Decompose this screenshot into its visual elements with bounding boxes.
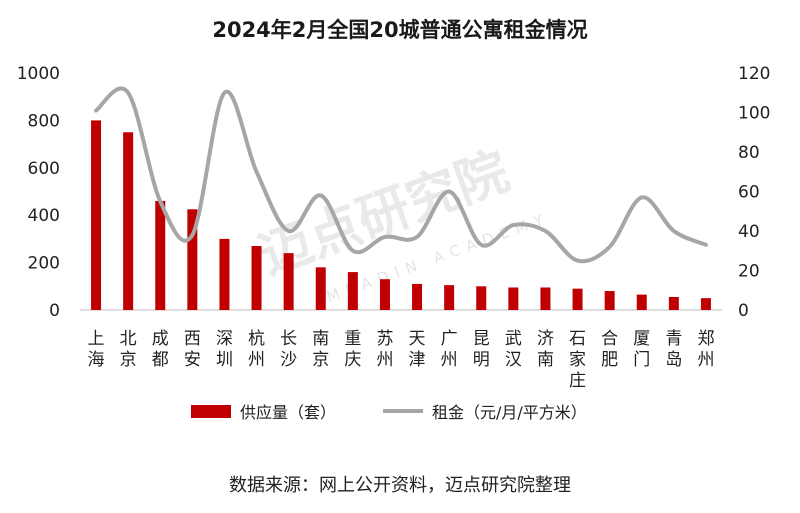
bar-series bbox=[91, 120, 711, 311]
legend-line-label: 租金（元/月/平方米） bbox=[432, 403, 587, 422]
left-tick-label: 200 bbox=[28, 254, 60, 274]
right-tick-label: 80 bbox=[738, 143, 760, 163]
bar-厦门 bbox=[636, 294, 647, 310]
category-label-厦门: 厦门 bbox=[633, 329, 650, 370]
category-label-天津: 天津 bbox=[409, 329, 426, 370]
bar-济南 bbox=[540, 287, 551, 310]
left-axis: 0 200 400 600 800 1000 bbox=[17, 64, 60, 321]
bar-天津 bbox=[412, 283, 423, 310]
category-label-深圳: 深圳 bbox=[216, 329, 233, 370]
category-label-济南: 济南 bbox=[537, 329, 554, 370]
legend-bar-label: 供应量（套） bbox=[240, 403, 336, 422]
right-axis: 0 20 40 60 80 100 120 bbox=[738, 64, 770, 321]
legend-bar-swatch bbox=[191, 405, 231, 418]
left-tick-label: 800 bbox=[28, 111, 60, 131]
bar-杭州 bbox=[251, 246, 262, 310]
category-label-青岛: 青岛 bbox=[665, 329, 682, 370]
bar-石家庄 bbox=[572, 288, 583, 310]
bar-郑州 bbox=[700, 298, 711, 310]
category-label-合肥: 合肥 bbox=[601, 329, 618, 370]
category-label-长沙: 长沙 bbox=[280, 329, 297, 370]
left-tick-label: 400 bbox=[28, 206, 60, 226]
right-tick-label: 100 bbox=[738, 104, 770, 124]
category-label-南京: 南京 bbox=[312, 329, 329, 370]
rent-line bbox=[94, 86, 708, 264]
chart-title: 2024年2月全国20城普通公寓租金情况 bbox=[212, 18, 587, 42]
bar-昆明 bbox=[476, 286, 487, 310]
category-label-杭州: 杭州 bbox=[248, 329, 265, 370]
legend: 供应量（套） 租金（元/月/平方米） bbox=[191, 403, 587, 422]
right-tick-label: 60 bbox=[738, 183, 760, 203]
category-label-成都: 成都 bbox=[152, 329, 169, 370]
left-tick-label: 0 bbox=[49, 301, 60, 321]
category-label-西安: 西安 bbox=[184, 329, 201, 370]
category-label-石家庄: 石家庄 bbox=[569, 329, 586, 391]
left-tick-label: 1000 bbox=[17, 64, 60, 84]
bar-苏州 bbox=[379, 279, 390, 310]
bar-上海 bbox=[91, 120, 102, 311]
right-tick-label: 20 bbox=[738, 262, 760, 282]
bar-成都 bbox=[155, 200, 166, 310]
bar-长沙 bbox=[283, 253, 294, 310]
bar-深圳 bbox=[219, 238, 230, 310]
category-label-昆明: 昆明 bbox=[473, 329, 490, 370]
source-note: 数据来源：网上公开资料，迈点研究院整理 bbox=[229, 475, 571, 496]
category-label-苏州: 苏州 bbox=[376, 329, 393, 370]
bar-重庆 bbox=[347, 272, 358, 310]
bar-青岛 bbox=[668, 296, 679, 310]
category-label-武汉: 武汉 bbox=[505, 329, 522, 370]
right-tick-label: 40 bbox=[738, 222, 760, 242]
category-label-重庆: 重庆 bbox=[344, 329, 361, 370]
category-labels: 上海北京成都西安深圳杭州长沙南京重庆苏州天津广州昆明武汉济南石家庄合肥厦门青岛郑… bbox=[88, 329, 715, 391]
category-label-北京: 北京 bbox=[120, 329, 137, 370]
bar-西安 bbox=[187, 209, 198, 310]
right-tick-label: 120 bbox=[738, 64, 770, 84]
bar-南京 bbox=[315, 267, 326, 310]
right-tick-label: 0 bbox=[738, 301, 749, 321]
bar-广州 bbox=[444, 285, 455, 310]
left-tick-label: 600 bbox=[28, 159, 60, 179]
category-label-郑州: 郑州 bbox=[697, 329, 714, 370]
bar-北京 bbox=[123, 132, 134, 310]
category-label-上海: 上海 bbox=[88, 329, 105, 370]
bar-武汉 bbox=[508, 287, 519, 310]
bar-合肥 bbox=[604, 291, 615, 310]
category-label-广州: 广州 bbox=[441, 329, 458, 370]
